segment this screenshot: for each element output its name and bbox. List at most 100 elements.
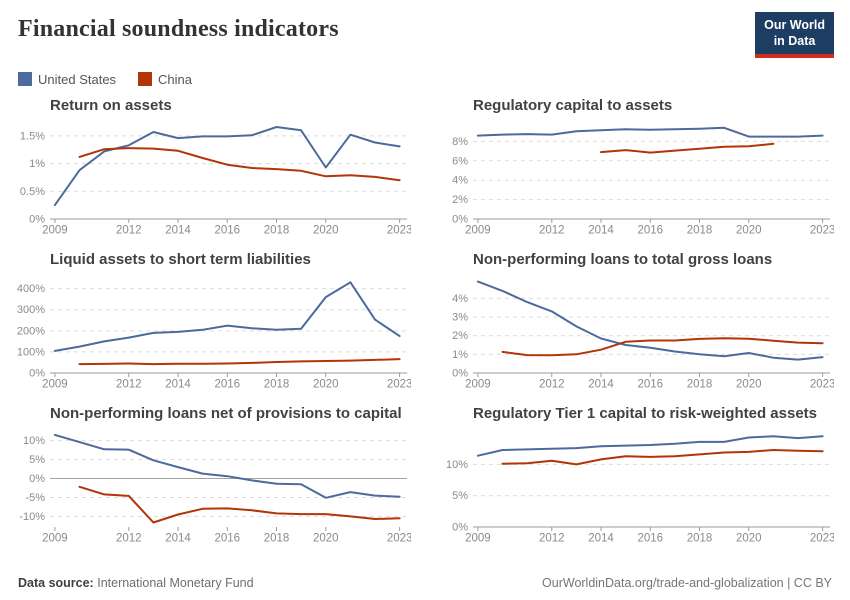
x-tick-label: 2009 <box>42 378 68 390</box>
y-tick-label: 10% <box>23 435 45 447</box>
series-line-china <box>501 336 824 356</box>
series-line-china <box>501 448 824 465</box>
y-tick-label: 100% <box>17 346 45 358</box>
x-tick-label: 2014 <box>588 224 614 236</box>
chart-panel-tier1-capital: Regulatory Tier 1 capital to risk-weight… <box>439 404 835 549</box>
x-tick-label: 2014 <box>165 532 191 544</box>
series-line-china <box>78 485 401 523</box>
chart-panel-return-on-assets: Return on assets 0% 0.5% 1% 1.5% 2009 2012 201… <box>16 96 412 241</box>
y-tick-label: 10% <box>446 458 468 470</box>
x-tick-label: 2023 <box>387 378 411 390</box>
y-tick-label: 400% <box>17 283 45 295</box>
x-tick-label: 2018 <box>687 378 713 390</box>
x-tick-label: 2023 <box>387 532 411 544</box>
y-tick-label: -10% <box>19 510 45 522</box>
regulatory-capital-to-assets-plot[interactable]: 0% 2% 4% 6% 8% 2009 2012 2014 2016 2018 2020 2023 <box>439 116 835 236</box>
chart-title: Regulatory capital to assets <box>473 96 673 114</box>
x-tick-label: 2012 <box>116 378 142 390</box>
y-tick-label: 6% <box>452 155 468 167</box>
x-tick-label: 2014 <box>165 224 191 236</box>
x-tick-label: 2009 <box>42 224 68 236</box>
y-tick-label: 2% <box>452 330 468 342</box>
x-tick-label: 2016 <box>214 224 240 236</box>
y-tick-label: 0% <box>29 473 45 485</box>
china-swatch-icon <box>138 72 153 86</box>
x-tick-label: 2018 <box>687 224 713 236</box>
y-tick-label: 0.5% <box>20 185 45 197</box>
y-tick-label: 2% <box>452 194 468 206</box>
y-tick-label: 0% <box>29 213 45 225</box>
npl-gross-loans-plot[interactable]: 0% 1% 2% 3% 4% 2009 2012 2014 2016 2018 2020 2023 <box>439 270 835 390</box>
y-tick-label: 200% <box>17 325 45 337</box>
x-tick-label: 2018 <box>264 224 290 236</box>
x-tick-label: 2012 <box>539 224 565 236</box>
chart-title: Regulatory Tier 1 capital to risk-weight… <box>473 404 818 422</box>
series-line-united-states <box>476 434 824 457</box>
series-line-china <box>600 142 775 154</box>
x-tick-label: 2009 <box>42 532 68 544</box>
page-title: Financial soundness indicators <box>18 16 339 42</box>
x-tick-label: 2016 <box>214 532 240 544</box>
series-line-united-states <box>53 280 401 352</box>
y-tick-label: 1% <box>452 348 468 360</box>
x-tick-label: 2018 <box>264 532 290 544</box>
y-tick-label: 300% <box>17 304 45 316</box>
legend-item-china[interactable]: China <box>138 72 192 87</box>
series-line-china <box>78 357 401 365</box>
x-tick-label: 2012 <box>539 378 565 390</box>
united-states-swatch-icon <box>18 72 32 86</box>
x-tick-label: 2012 <box>116 224 142 236</box>
npl-net-provisions-plot[interactable]: -10% -5% 0% 5% 10% 2009 2012 2014 2016 2018 2020 20… <box>16 424 412 544</box>
data-source: Data source: International Monetary Fund <box>18 576 254 590</box>
owid-logo[interactable]: Our World in Data <box>755 12 834 58</box>
x-tick-label: 2014 <box>165 378 191 390</box>
x-tick-label: 2023 <box>810 224 834 236</box>
return-on-assets-plot[interactable]: 0% 0.5% 1% 1.5% 2009 2012 2014 2016 2018 2020 2023 <box>16 116 412 236</box>
x-tick-label: 2016 <box>637 532 663 544</box>
y-tick-label: 5% <box>29 454 45 466</box>
charts-grid: Return on assets 0% 0.5% 1% 1.5% 2009 2012 201… <box>16 96 836 549</box>
x-tick-label: 2020 <box>313 378 339 390</box>
x-tick-label: 2023 <box>810 532 834 544</box>
legend: United States China <box>18 72 834 87</box>
legend-label: United States <box>38 71 117 87</box>
x-tick-label: 2023 <box>810 378 834 390</box>
x-tick-label: 2009 <box>465 224 491 236</box>
x-tick-label: 2016 <box>214 378 240 390</box>
legend-item-united-states[interactable]: United States <box>18 72 116 87</box>
y-tick-label: -5% <box>25 491 45 503</box>
chart-panel-npl-net-provisions: Non-performing loans net of provisions t… <box>16 405 412 549</box>
chart-panel-regulatory-capital-to-assets: Regulatory capital to assets 0% 2% 4% 6% 8% 2… <box>439 96 835 241</box>
series-line-china <box>78 146 401 181</box>
x-tick-label: 2023 <box>387 224 411 236</box>
y-tick-label: 4% <box>452 292 468 304</box>
owid-logo-line2: in Data <box>773 34 816 49</box>
x-tick-label: 2020 <box>736 532 762 544</box>
x-tick-label: 2012 <box>116 532 142 544</box>
y-tick-label: 1.5% <box>20 130 45 142</box>
x-tick-label: 2009 <box>465 378 491 390</box>
y-tick-label: 1% <box>29 158 45 170</box>
series-line-united-states <box>476 280 824 361</box>
liquid-assets-plot[interactable]: 0% 100% 200% 300% 400% 2009 2012 2014 2016 2018 20… <box>16 270 412 390</box>
chart-title: Return on assets <box>50 96 172 114</box>
x-tick-label: 2020 <box>736 378 762 390</box>
footer: Data source: International Monetary Fund… <box>16 576 834 590</box>
x-tick-label: 2020 <box>313 532 339 544</box>
x-tick-label: 2012 <box>539 532 565 544</box>
y-tick-label: 0% <box>452 367 468 379</box>
legend-label: China <box>158 71 193 87</box>
chart-title: Liquid assets to short term liabilities <box>50 250 311 268</box>
data-source-label: Data source: <box>18 576 94 590</box>
tier1-capital-plot[interactable]: 0% 5% 10% 2009 2012 2014 2016 2018 2020 2023 <box>439 424 835 544</box>
x-tick-label: 2018 <box>687 532 713 544</box>
y-tick-label: 4% <box>452 174 468 186</box>
y-tick-label: 5% <box>452 490 468 502</box>
x-tick-label: 2016 <box>637 224 663 236</box>
header: Financial soundness indicators Our World… <box>16 12 834 58</box>
y-tick-label: 0% <box>29 367 45 379</box>
credit-link[interactable]: OurWorldinData.org/trade-and-globalizati… <box>542 576 832 590</box>
data-source-value: International Monetary Fund <box>97 576 254 590</box>
y-tick-label: 3% <box>452 311 468 323</box>
